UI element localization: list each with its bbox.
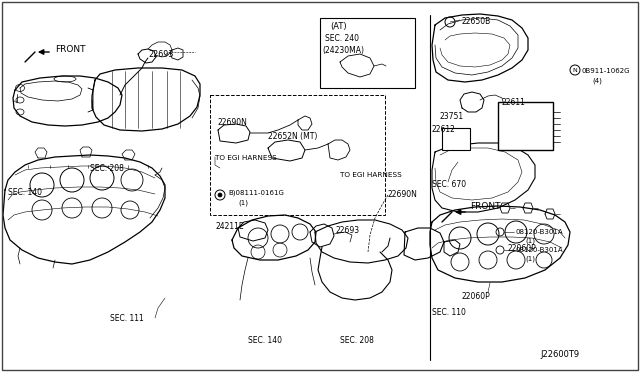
Text: (24230MA): (24230MA) (322, 46, 364, 55)
Text: FRONT: FRONT (470, 202, 500, 211)
Text: SEC. 140: SEC. 140 (8, 188, 42, 197)
Text: SEC. 110: SEC. 110 (432, 308, 466, 317)
Text: 22650B: 22650B (462, 17, 492, 26)
Text: FRONT: FRONT (55, 45, 86, 54)
Text: 22693: 22693 (335, 226, 359, 235)
Text: 22611: 22611 (502, 98, 526, 107)
Text: 08120-B301A: 08120-B301A (515, 247, 563, 253)
Text: 0B911-1062G: 0B911-1062G (582, 68, 630, 74)
Text: J22600T9: J22600T9 (540, 350, 579, 359)
Text: N: N (573, 67, 577, 73)
Text: B)08111-0161G: B)08111-0161G (228, 190, 284, 196)
Circle shape (218, 193, 222, 197)
Text: (AT): (AT) (330, 22, 347, 31)
Text: TO EGI HARNESS: TO EGI HARNESS (215, 155, 276, 161)
Text: 24211E: 24211E (215, 222, 244, 231)
Text: TO EGI HARNESS: TO EGI HARNESS (340, 172, 402, 178)
Text: SEC. 140: SEC. 140 (248, 336, 282, 345)
Text: SEC. 208: SEC. 208 (340, 336, 374, 345)
Text: 08120-B301A: 08120-B301A (515, 229, 563, 235)
Text: SEC. 111: SEC. 111 (110, 314, 144, 323)
Text: (1): (1) (525, 256, 535, 263)
Text: 22690N: 22690N (388, 190, 418, 199)
Text: 22652N (MT): 22652N (MT) (268, 132, 317, 141)
Bar (210, 95, 385, 215)
Text: 22060P: 22060P (462, 292, 491, 301)
Text: SEC. 208: SEC. 208 (90, 164, 124, 173)
Bar (320, 18, 415, 88)
Text: 22612: 22612 (432, 125, 456, 134)
Text: 22690N: 22690N (218, 118, 248, 127)
Text: 23751: 23751 (440, 112, 464, 121)
Text: (4): (4) (592, 78, 602, 84)
Text: (1): (1) (525, 238, 535, 244)
Text: (1): (1) (238, 200, 248, 206)
Text: 22060P: 22060P (508, 244, 537, 253)
Bar (442, 128, 470, 150)
Text: 22693: 22693 (148, 50, 173, 59)
Text: SEC. 240: SEC. 240 (325, 34, 359, 43)
Text: SEC. 670: SEC. 670 (432, 180, 466, 189)
Bar (498, 102, 553, 150)
